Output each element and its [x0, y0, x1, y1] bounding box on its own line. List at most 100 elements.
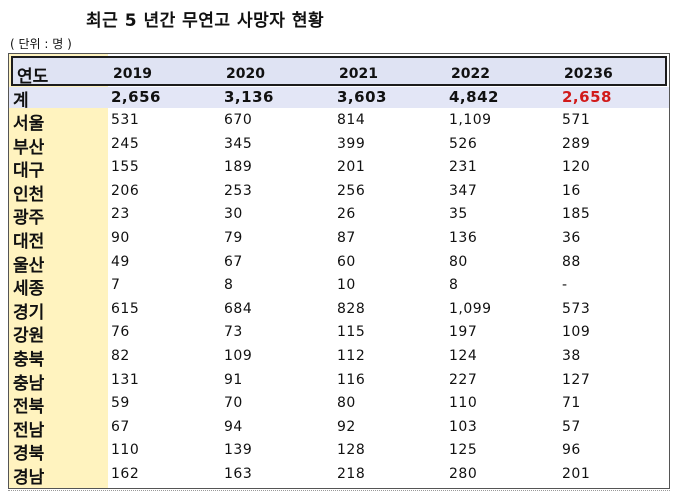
table-row: 강원 76 73 115 197 109 — [9, 321, 669, 347]
value-cell: 23 — [111, 206, 130, 223]
value-cell: 127 — [562, 371, 591, 388]
value-cell: 571 — [562, 112, 591, 128]
value-cell: 80 — [337, 395, 356, 412]
value-cell: 110 — [449, 395, 478, 412]
region-label: 부산 — [13, 137, 45, 158]
table-row: 경남 162 163 218 280 201 — [9, 463, 669, 488]
value-cell: 71 — [562, 395, 581, 412]
value-cell: 30 — [224, 206, 243, 223]
value-cell: 67 — [111, 418, 130, 435]
value-cell: 67 — [224, 253, 243, 270]
total-row-background — [9, 87, 669, 108]
value-cell: 110 — [111, 442, 140, 459]
value-cell: 60 — [337, 253, 356, 270]
value-cell: 70 — [224, 395, 243, 412]
value-cell: 227 — [449, 371, 478, 388]
value-cell: 120 — [562, 159, 591, 176]
table-row: 대전 90 79 87 136 36 — [9, 227, 669, 252]
header-year: 2022 — [451, 66, 490, 82]
total-value: 2,658 — [562, 88, 612, 106]
table-row: 경기 615 684 828 1,099 573 — [9, 298, 669, 323]
region-label: 세종 — [13, 279, 45, 300]
value-cell: 218 — [337, 466, 366, 482]
value-cell: 38 — [562, 348, 581, 364]
value-cell: 573 — [562, 300, 591, 317]
table-row: 충남 131 91 116 227 127 — [9, 369, 669, 394]
table-row: 서울 531 670 814 1,109 571 — [9, 109, 669, 134]
region-label: 계 — [13, 91, 29, 111]
value-cell: 289 — [562, 135, 591, 152]
region-label: 광주 — [13, 208, 45, 229]
table-row: 제주48726110541 — [9, 487, 669, 488]
total-value: 3,603 — [337, 88, 387, 106]
value-cell: 90 — [111, 230, 130, 246]
value-cell: 347 — [449, 182, 478, 199]
page-title: 최근 5 년간 무연고 사망자 현황 — [86, 11, 325, 31]
value-cell: 36 — [562, 230, 581, 246]
region-label: 경기 — [13, 302, 45, 323]
value-cell: 35 — [449, 206, 468, 223]
total-value: 3,136 — [224, 88, 274, 106]
table-row: 전북 59 70 80 110 71 — [9, 392, 669, 418]
header-year: 2020 — [226, 66, 265, 82]
region-label: 전남 — [13, 420, 45, 441]
value-cell: 16 — [562, 182, 581, 199]
value-cell: 94 — [224, 418, 243, 435]
table-row: 광주 23 30 26 35 185 — [9, 203, 669, 229]
value-cell: 88 — [562, 253, 581, 270]
value-cell: 92 — [337, 418, 356, 435]
value-cell: 245 — [111, 135, 140, 152]
value-cell: 155 — [111, 159, 140, 176]
value-cell: 201 — [562, 466, 591, 482]
value-cell: 670 — [224, 112, 253, 128]
header-year: 2019 — [113, 66, 152, 82]
value-cell: 531 — [111, 112, 140, 128]
value-cell: 109 — [562, 324, 591, 341]
value-cell: 79 — [224, 230, 243, 246]
header-year: 2021 — [339, 66, 378, 82]
value-cell: 7 — [111, 277, 121, 294]
region-label: 서울 — [13, 114, 45, 134]
data-table: 연도 2019 2020 2021 2022 20236 계 2,656 3,136 3,60… — [8, 53, 670, 489]
value-cell: 256 — [337, 182, 366, 199]
value-cell: 73 — [224, 324, 243, 341]
region-label: 인천 — [13, 184, 45, 205]
value-cell: 49 — [111, 253, 130, 270]
value-cell: 162 — [111, 466, 140, 482]
total-value: 2,656 — [111, 88, 161, 106]
region-label: 충남 — [13, 373, 45, 394]
value-cell: 185 — [562, 206, 591, 223]
value-cell: - — [562, 277, 568, 294]
value-cell: 399 — [337, 135, 366, 152]
value-cell: 115 — [337, 324, 366, 341]
region-label: 전북 — [13, 397, 45, 418]
value-cell: 206 — [111, 182, 140, 199]
value-cell: 87 — [337, 230, 356, 246]
value-cell: 231 — [449, 159, 478, 176]
value-cell: 128 — [337, 442, 366, 459]
value-cell: 253 — [224, 182, 253, 199]
value-cell: 125 — [449, 442, 478, 459]
value-cell: 91 — [224, 371, 243, 388]
value-cell: 136 — [449, 230, 478, 246]
value-cell: 197 — [449, 324, 478, 341]
table-row: 부산 245 345 399 526 289 — [9, 133, 669, 158]
value-cell: 189 — [224, 159, 253, 176]
table-row: 충북 82 109 112 124 38 — [9, 345, 669, 370]
value-cell: 124 — [449, 348, 478, 364]
value-cell: 57 — [562, 418, 581, 435]
header-region-label: 연도 — [17, 67, 49, 87]
value-cell: 814 — [337, 112, 366, 128]
value-cell: 82 — [111, 348, 130, 364]
table-row: 울산 49 67 60 80 88 — [9, 251, 669, 276]
value-cell: 615 — [111, 300, 140, 317]
value-cell: 8 — [449, 277, 459, 294]
value-cell: 280 — [449, 466, 478, 482]
bottom-divider — [8, 490, 670, 491]
value-cell: 1,109 — [449, 112, 492, 128]
region-label: 울산 — [13, 255, 45, 276]
value-cell: 109 — [224, 348, 253, 364]
region-label: 충북 — [13, 350, 45, 370]
region-label: 강원 — [13, 326, 45, 347]
value-cell: 526 — [449, 135, 478, 152]
